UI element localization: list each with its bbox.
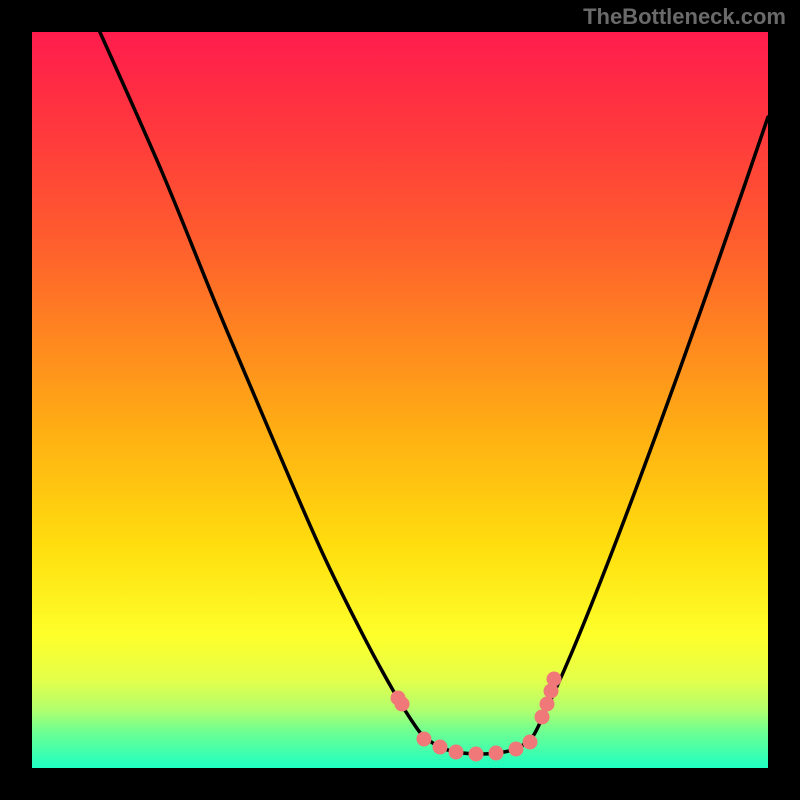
curve-marker [540, 697, 555, 712]
curve-marker [395, 697, 410, 712]
bottleneck-curve [99, 30, 768, 754]
curve-layer [0, 0, 800, 800]
curve-marker [547, 672, 562, 687]
curve-marker [433, 740, 448, 755]
watermark-text: TheBottleneck.com [583, 4, 786, 30]
curve-marker [449, 745, 464, 760]
curve-marker [509, 742, 524, 757]
curve-marker [469, 747, 484, 762]
curve-marker [489, 746, 504, 761]
curve-marker [535, 710, 550, 725]
chart-frame: TheBottleneck.com [0, 0, 800, 800]
curve-marker [523, 735, 538, 750]
curve-marker [417, 732, 432, 747]
